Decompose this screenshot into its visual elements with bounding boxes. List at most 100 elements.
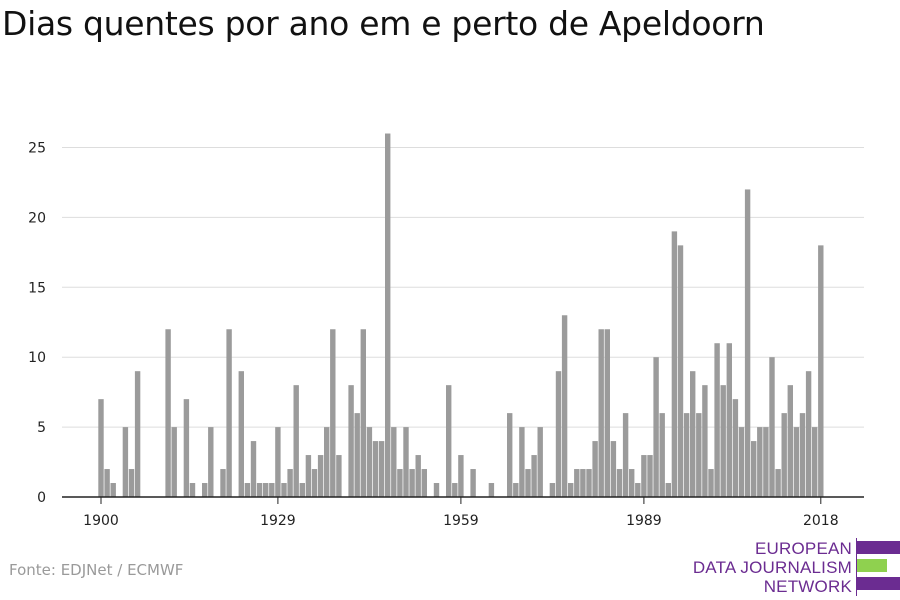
bar-1921 — [226, 329, 232, 497]
y-tick-label-20: 20 — [28, 210, 46, 226]
y-tick-label-25: 25 — [28, 141, 46, 157]
bar-2002 — [720, 385, 726, 497]
bar-1995 — [677, 245, 684, 497]
bar-1925 — [250, 441, 257, 497]
bar-1997 — [690, 371, 696, 497]
bar-1994 — [671, 231, 678, 497]
bar-2012 — [781, 413, 787, 497]
logo-bar-middle — [857, 559, 887, 572]
bar-1968 — [513, 483, 519, 497]
bar-2008 — [757, 427, 763, 497]
bar-1936 — [317, 455, 324, 497]
bar-1988 — [635, 483, 641, 497]
bar-2018 — [818, 245, 824, 497]
bar-2014 — [793, 427, 800, 497]
bar-1992 — [659, 413, 665, 497]
logo-divider — [856, 538, 857, 596]
bar-1999 — [702, 385, 708, 497]
bar-1943 — [360, 329, 366, 497]
bar-1902 — [110, 483, 116, 497]
bar-1901 — [104, 469, 110, 497]
bar-1953 — [421, 469, 427, 497]
bar-1976 — [561, 315, 568, 497]
bar-1951 — [409, 469, 415, 497]
bar-1912 — [171, 427, 177, 497]
bar-1955 — [433, 483, 440, 497]
bar-1938 — [330, 329, 336, 497]
logo-bar-top — [857, 541, 900, 554]
bar-2006 — [744, 189, 751, 497]
y-tick-label-10: 10 — [28, 350, 46, 366]
bar-1959 — [458, 455, 464, 497]
bar-1970 — [525, 469, 531, 497]
x-tick-label-1959: 1959 — [443, 513, 479, 529]
y-tick-label-0: 0 — [37, 490, 46, 506]
bar-1996 — [683, 413, 690, 497]
bar-1900 — [98, 399, 104, 497]
bar-1905 — [128, 469, 135, 497]
bar-2011 — [775, 469, 781, 497]
gridlines — [62, 147, 864, 428]
bar-1937 — [324, 427, 330, 497]
bar-1950 — [403, 427, 409, 497]
bar-1957 — [446, 385, 452, 497]
bar-1977 — [568, 483, 574, 497]
bar-1906 — [134, 371, 141, 497]
x-tick-label-1929: 1929 — [260, 513, 296, 529]
bar-1967 — [507, 413, 513, 497]
bar-1944 — [366, 427, 373, 497]
bar-1971 — [531, 455, 537, 497]
bar-1990 — [647, 455, 653, 497]
bar-1987 — [629, 469, 635, 497]
edjnet-logo[interactable]: EUROPEAN DATA JOURNALISM NETWORK — [693, 538, 900, 596]
bar-2017 — [812, 427, 818, 497]
bar-1911 — [165, 329, 171, 497]
bar-1984 — [610, 441, 617, 497]
bar-1979 — [580, 469, 586, 497]
bar-1947 — [385, 133, 391, 497]
bar-1935 — [311, 469, 318, 497]
bar-1978 — [574, 469, 580, 497]
bar-2015 — [799, 413, 806, 497]
bar-2016 — [805, 371, 812, 497]
bar-2013 — [787, 385, 793, 497]
bar-1983 — [604, 329, 610, 497]
bar-1993 — [665, 483, 671, 497]
bar-2010 — [769, 357, 775, 497]
bar-1958 — [452, 483, 458, 497]
bar-1946 — [378, 441, 385, 497]
bar-1941 — [348, 385, 354, 497]
bar-1949 — [397, 469, 403, 497]
bar-1942 — [354, 413, 360, 497]
bar-1914 — [183, 399, 190, 497]
bar-1991 — [653, 357, 659, 497]
bar-1930 — [281, 483, 287, 497]
bar-1927 — [263, 483, 269, 497]
bar-2009 — [763, 427, 769, 497]
bar-1964 — [488, 483, 495, 497]
bar-2003 — [726, 343, 732, 497]
bar-1915 — [189, 483, 196, 497]
bar-1972 — [537, 427, 543, 497]
logo-text-line-3: NETWORK — [763, 577, 852, 596]
bar-1975 — [555, 371, 562, 497]
bar-2005 — [738, 427, 745, 497]
bar-2007 — [751, 441, 757, 497]
bar-1931 — [287, 469, 293, 497]
x-tick-label-2018: 2018 — [803, 513, 839, 529]
logo-text-line-2: DATA JOURNALISM — [692, 558, 852, 577]
bar-1939 — [336, 455, 342, 497]
bars — [98, 133, 824, 497]
logo-text-line-1: EUROPEAN — [754, 539, 852, 558]
bar-1904 — [122, 427, 129, 497]
y-tick-label-5: 5 — [37, 420, 46, 436]
bar-1923 — [238, 371, 244, 497]
chart-title: Dias quentes por ano em e perto de Apeld… — [2, 4, 765, 43]
bar-1981 — [592, 441, 598, 497]
y-axis-labels: 0 5 10 15 20 25 — [28, 141, 46, 507]
bar-1985 — [616, 469, 623, 497]
logo-bar-bottom — [857, 577, 900, 590]
bar-1924 — [244, 483, 251, 497]
bar-1917 — [202, 483, 208, 497]
